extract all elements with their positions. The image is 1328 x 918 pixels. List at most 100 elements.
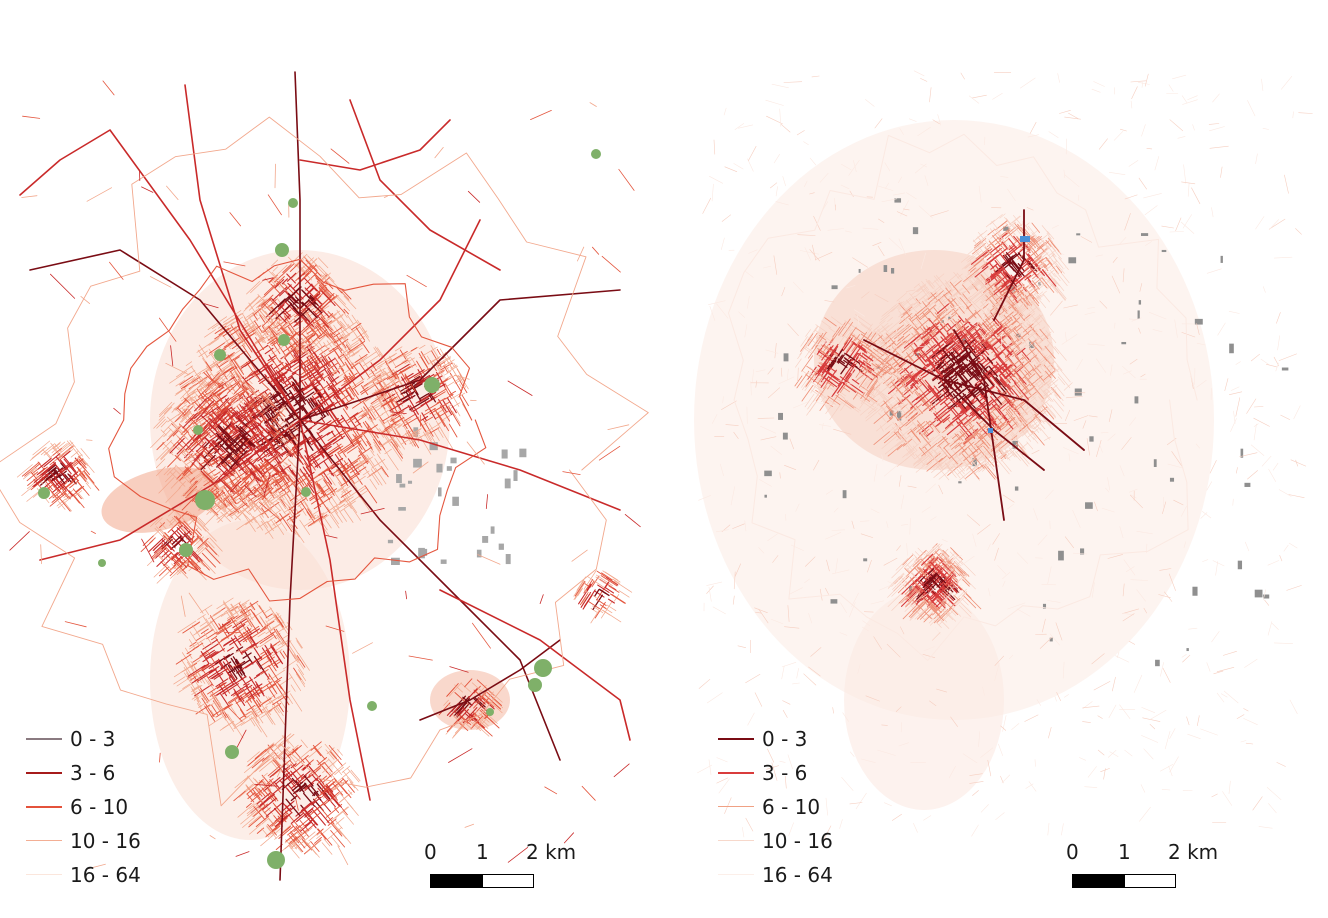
street-segment [307, 787, 316, 797]
street-segment [887, 317, 893, 323]
street-segment [311, 796, 322, 806]
park-marker [267, 851, 285, 869]
street-segment [270, 518, 277, 528]
street-segment [272, 279, 281, 288]
street-segment [954, 462, 965, 475]
street-segment [1035, 341, 1043, 350]
street-segment [362, 378, 377, 389]
street-segment [198, 517, 206, 525]
street-segment [582, 597, 587, 604]
street-segment [199, 471, 206, 480]
street-segment [270, 416, 284, 429]
street-segment [903, 346, 913, 357]
street-segment [174, 387, 187, 396]
street-segment [386, 353, 406, 366]
street-segment [1037, 331, 1052, 344]
street-segment [236, 410, 249, 423]
street-segment [193, 685, 200, 690]
street-segment [193, 470, 208, 481]
street-segment [374, 458, 387, 476]
street-segment [328, 758, 343, 776]
street-segment [335, 318, 347, 331]
street-segment [199, 687, 210, 702]
street-segment [977, 335, 988, 349]
street-segment [242, 817, 255, 828]
street-segment [245, 325, 255, 333]
street-segment [265, 468, 276, 479]
street-segment [282, 356, 301, 369]
street-segment [182, 666, 192, 673]
street-segment [1029, 342, 1035, 348]
street-segment [1015, 298, 1023, 305]
street-segment [201, 559, 216, 574]
street-segment [413, 379, 425, 386]
street-segment [966, 306, 977, 319]
street-segment [258, 417, 266, 425]
street-segment [302, 381, 315, 391]
street-segment [306, 347, 312, 354]
street-segment [246, 458, 263, 475]
industrial-building [883, 265, 888, 273]
street-segment [882, 350, 896, 362]
street-segment [584, 569, 597, 590]
street-segment [211, 378, 220, 386]
street-segment [233, 414, 245, 427]
street-segment [450, 402, 461, 409]
park-marker [288, 198, 298, 208]
industrial-building [778, 412, 784, 420]
street-segment [306, 361, 314, 367]
street-segment [601, 572, 613, 581]
industrial-building [505, 554, 511, 565]
industrial-building [437, 487, 442, 497]
street-segment [249, 471, 260, 482]
street-segment [350, 378, 365, 389]
street-segment [209, 615, 221, 631]
street-segment [449, 702, 463, 718]
street-segment [948, 280, 957, 288]
street-segment [171, 563, 181, 574]
street-segment [200, 382, 208, 390]
street-segment [251, 324, 265, 344]
street-segment [887, 390, 903, 408]
street-segment [895, 440, 903, 447]
street-segment [191, 694, 199, 700]
street-segment [177, 525, 194, 542]
minor-road [86, 439, 93, 441]
street-segment [279, 779, 291, 794]
street-segment [291, 447, 303, 456]
street-segment [282, 264, 292, 273]
street-segment [965, 466, 980, 479]
street-segment [879, 314, 890, 324]
street-segment [216, 362, 232, 373]
street-segment [586, 583, 592, 591]
street-segment [244, 656, 263, 669]
legend-label: 16 - 64 [70, 863, 141, 887]
ring-road [108, 258, 487, 602]
street-segment [190, 365, 201, 380]
street-segment [981, 459, 997, 472]
street-segment [238, 390, 246, 398]
street-segment [380, 401, 390, 407]
street-segment [188, 401, 194, 408]
street-segment [934, 280, 947, 296]
street-segment [276, 704, 284, 717]
street-segment [927, 290, 945, 304]
street-segment [889, 364, 897, 373]
street-segment [303, 472, 310, 482]
industrial-building [1080, 548, 1085, 555]
street-segment [216, 397, 230, 411]
street-segment [59, 442, 71, 452]
street-segment [177, 446, 187, 455]
street-segment [37, 457, 53, 470]
street-segment [51, 490, 67, 503]
street-segment [283, 325, 295, 342]
street-segment [231, 375, 241, 389]
street-segment [267, 336, 278, 345]
street-segment [193, 685, 203, 692]
minor-road [225, 662, 243, 671]
street-segment [326, 340, 332, 348]
industrial-building [452, 496, 459, 506]
street-segment [473, 698, 483, 709]
minor-road [507, 847, 528, 863]
street-segment [319, 466, 332, 476]
